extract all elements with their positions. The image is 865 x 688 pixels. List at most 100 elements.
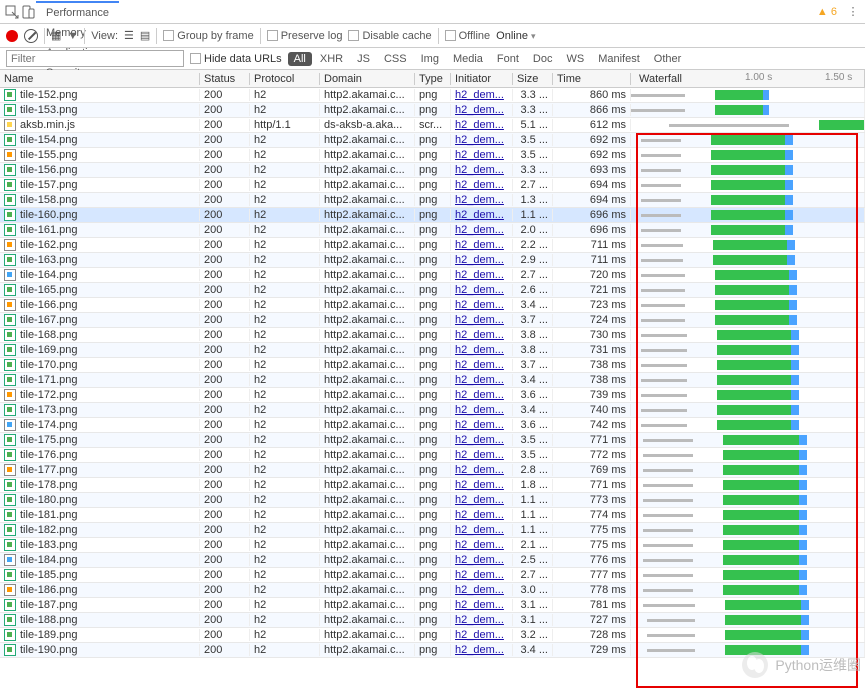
large-rows-icon[interactable]: ☰ bbox=[124, 29, 134, 42]
hide-data-urls-checkbox[interactable]: Hide data URLs bbox=[190, 53, 282, 65]
initiator-link[interactable]: h2_dem... bbox=[451, 464, 513, 476]
table-row[interactable]: tile-178.png200h2http2.akamai.c...pngh2_… bbox=[0, 478, 865, 493]
table-row[interactable]: tile-155.png200h2http2.akamai.c...pngh2_… bbox=[0, 148, 865, 163]
col-type[interactable]: Type bbox=[415, 73, 451, 85]
filter-icon[interactable]: ▼ bbox=[67, 30, 78, 42]
initiator-link[interactable]: h2_dem... bbox=[451, 539, 513, 551]
filter-input[interactable] bbox=[6, 50, 184, 67]
filter-chip-font[interactable]: Font bbox=[491, 52, 525, 66]
table-row[interactable]: tile-185.png200h2http2.akamai.c...pngh2_… bbox=[0, 568, 865, 583]
disable-cache-checkbox[interactable]: Disable cache bbox=[348, 30, 431, 42]
initiator-link[interactable]: h2_dem... bbox=[451, 164, 513, 176]
col-size[interactable]: Size bbox=[513, 73, 553, 85]
initiator-link[interactable]: h2_dem... bbox=[451, 344, 513, 356]
filter-chip-css[interactable]: CSS bbox=[378, 52, 413, 66]
table-row[interactable]: aksb.min.js200http/1.1ds-aksb-a.aka...sc… bbox=[0, 118, 865, 133]
table-row[interactable]: tile-187.png200h2http2.akamai.c...pngh2_… bbox=[0, 598, 865, 613]
initiator-link[interactable]: h2_dem... bbox=[451, 299, 513, 311]
clear-icon[interactable] bbox=[24, 29, 38, 43]
initiator-link[interactable]: h2_dem... bbox=[451, 209, 513, 221]
initiator-link[interactable]: h2_dem... bbox=[451, 569, 513, 581]
table-row[interactable]: tile-158.png200h2http2.akamai.c...pngh2_… bbox=[0, 193, 865, 208]
initiator-link[interactable]: h2_dem... bbox=[451, 104, 513, 116]
table-row[interactable]: tile-172.png200h2http2.akamai.c...pngh2_… bbox=[0, 388, 865, 403]
table-row[interactable]: tile-174.png200h2http2.akamai.c...pngh2_… bbox=[0, 418, 865, 433]
initiator-link[interactable]: h2_dem... bbox=[451, 179, 513, 191]
initiator-link[interactable]: h2_dem... bbox=[451, 644, 513, 656]
table-row[interactable]: tile-169.png200h2http2.akamai.c...pngh2_… bbox=[0, 343, 865, 358]
col-time[interactable]: Time bbox=[553, 73, 631, 85]
record-icon[interactable] bbox=[6, 30, 18, 42]
initiator-link[interactable]: h2_dem... bbox=[451, 509, 513, 521]
filter-chip-doc[interactable]: Doc bbox=[527, 52, 559, 66]
initiator-link[interactable]: h2_dem... bbox=[451, 224, 513, 236]
initiator-link[interactable]: h2_dem... bbox=[451, 584, 513, 596]
initiator-link[interactable]: h2_dem... bbox=[451, 599, 513, 611]
col-domain[interactable]: Domain bbox=[320, 73, 415, 85]
initiator-link[interactable]: h2_dem... bbox=[451, 389, 513, 401]
initiator-link[interactable]: h2_dem... bbox=[451, 134, 513, 146]
table-row[interactable]: tile-162.png200h2http2.akamai.c...pngh2_… bbox=[0, 238, 865, 253]
table-row[interactable]: tile-175.png200h2http2.akamai.c...pngh2_… bbox=[0, 433, 865, 448]
table-row[interactable]: tile-157.png200h2http2.akamai.c...pngh2_… bbox=[0, 178, 865, 193]
device-icon[interactable] bbox=[20, 4, 36, 20]
initiator-link[interactable]: h2_dem... bbox=[451, 149, 513, 161]
initiator-link[interactable]: h2_dem... bbox=[451, 314, 513, 326]
initiator-link[interactable]: h2_dem... bbox=[451, 269, 513, 281]
table-row[interactable]: tile-183.png200h2http2.akamai.c...pngh2_… bbox=[0, 538, 865, 553]
group-by-frame-checkbox[interactable]: Group by frame bbox=[163, 30, 253, 42]
table-row[interactable]: tile-182.png200h2http2.akamai.c...pngh2_… bbox=[0, 523, 865, 538]
table-row[interactable]: tile-164.png200h2http2.akamai.c...pngh2_… bbox=[0, 268, 865, 283]
table-row[interactable]: tile-153.png200h2http2.akamai.c...pngh2_… bbox=[0, 103, 865, 118]
table-row[interactable]: tile-173.png200h2http2.akamai.c...pngh2_… bbox=[0, 403, 865, 418]
table-row[interactable]: tile-189.png200h2http2.akamai.c...pngh2_… bbox=[0, 628, 865, 643]
initiator-link[interactable]: h2_dem... bbox=[451, 239, 513, 251]
initiator-link[interactable]: h2_dem... bbox=[451, 89, 513, 101]
table-row[interactable]: tile-190.png200h2http2.akamai.c...pngh2_… bbox=[0, 643, 865, 658]
table-row[interactable]: tile-176.png200h2http2.akamai.c...pngh2_… bbox=[0, 448, 865, 463]
table-row[interactable]: tile-160.png200h2http2.akamai.c...pngh2_… bbox=[0, 208, 865, 223]
col-initiator[interactable]: Initiator bbox=[451, 73, 513, 85]
table-row[interactable]: tile-184.png200h2http2.akamai.c...pngh2_… bbox=[0, 553, 865, 568]
table-row[interactable]: tile-167.png200h2http2.akamai.c...pngh2_… bbox=[0, 313, 865, 328]
col-status[interactable]: Status bbox=[200, 73, 250, 85]
filter-chip-all[interactable]: All bbox=[288, 52, 312, 66]
initiator-link[interactable]: h2_dem... bbox=[451, 404, 513, 416]
table-row[interactable]: tile-156.png200h2http2.akamai.c...pngh2_… bbox=[0, 163, 865, 178]
initiator-link[interactable]: h2_dem... bbox=[451, 614, 513, 626]
filter-chip-media[interactable]: Media bbox=[447, 52, 489, 66]
initiator-link[interactable]: h2_dem... bbox=[451, 419, 513, 431]
initiator-link[interactable]: h2_dem... bbox=[451, 449, 513, 461]
filter-chip-img[interactable]: Img bbox=[415, 52, 445, 66]
table-row[interactable]: tile-166.png200h2http2.akamai.c...pngh2_… bbox=[0, 298, 865, 313]
table-row[interactable]: tile-152.png200h2http2.akamai.c...pngh2_… bbox=[0, 88, 865, 103]
table-row[interactable]: tile-171.png200h2http2.akamai.c...pngh2_… bbox=[0, 373, 865, 388]
col-name[interactable]: Name bbox=[0, 73, 200, 85]
table-row[interactable]: tile-168.png200h2http2.akamai.c...pngh2_… bbox=[0, 328, 865, 343]
offline-checkbox[interactable]: Offline bbox=[445, 30, 491, 42]
preserve-log-checkbox[interactable]: Preserve log bbox=[267, 30, 343, 42]
table-row[interactable]: tile-154.png200h2http2.akamai.c...pngh2_… bbox=[0, 133, 865, 148]
initiator-link[interactable]: h2_dem... bbox=[451, 434, 513, 446]
table-row[interactable]: tile-180.png200h2http2.akamai.c...pngh2_… bbox=[0, 493, 865, 508]
initiator-link[interactable]: h2_dem... bbox=[451, 194, 513, 206]
table-row[interactable]: tile-161.png200h2http2.akamai.c...pngh2_… bbox=[0, 223, 865, 238]
inspect-icon[interactable] bbox=[4, 4, 20, 20]
initiator-link[interactable]: h2_dem... bbox=[451, 374, 513, 386]
throttling-select[interactable]: Online ▾ bbox=[496, 30, 535, 42]
table-row[interactable]: tile-170.png200h2http2.akamai.c...pngh2_… bbox=[0, 358, 865, 373]
warnings-badge[interactable]: ▲ 6 bbox=[817, 6, 845, 18]
overview-icon[interactable]: ▤ bbox=[140, 29, 150, 42]
filter-chip-other[interactable]: Other bbox=[648, 52, 688, 66]
initiator-link[interactable]: h2_dem... bbox=[451, 479, 513, 491]
table-row[interactable]: tile-181.png200h2http2.akamai.c...pngh2_… bbox=[0, 508, 865, 523]
table-row[interactable]: tile-165.png200h2http2.akamai.c...pngh2_… bbox=[0, 283, 865, 298]
col-protocol[interactable]: Protocol bbox=[250, 73, 320, 85]
filter-chip-manifest[interactable]: Manifest bbox=[592, 52, 646, 66]
col-waterfall[interactable]: Waterfall 1.00 s 1.50 s bbox=[631, 70, 865, 87]
more-icon[interactable]: ⋮ bbox=[845, 4, 861, 20]
initiator-link[interactable]: h2_dem... bbox=[451, 359, 513, 371]
initiator-link[interactable]: h2_dem... bbox=[451, 629, 513, 641]
initiator-link[interactable]: h2_dem... bbox=[451, 119, 513, 131]
filter-chip-ws[interactable]: WS bbox=[560, 52, 590, 66]
